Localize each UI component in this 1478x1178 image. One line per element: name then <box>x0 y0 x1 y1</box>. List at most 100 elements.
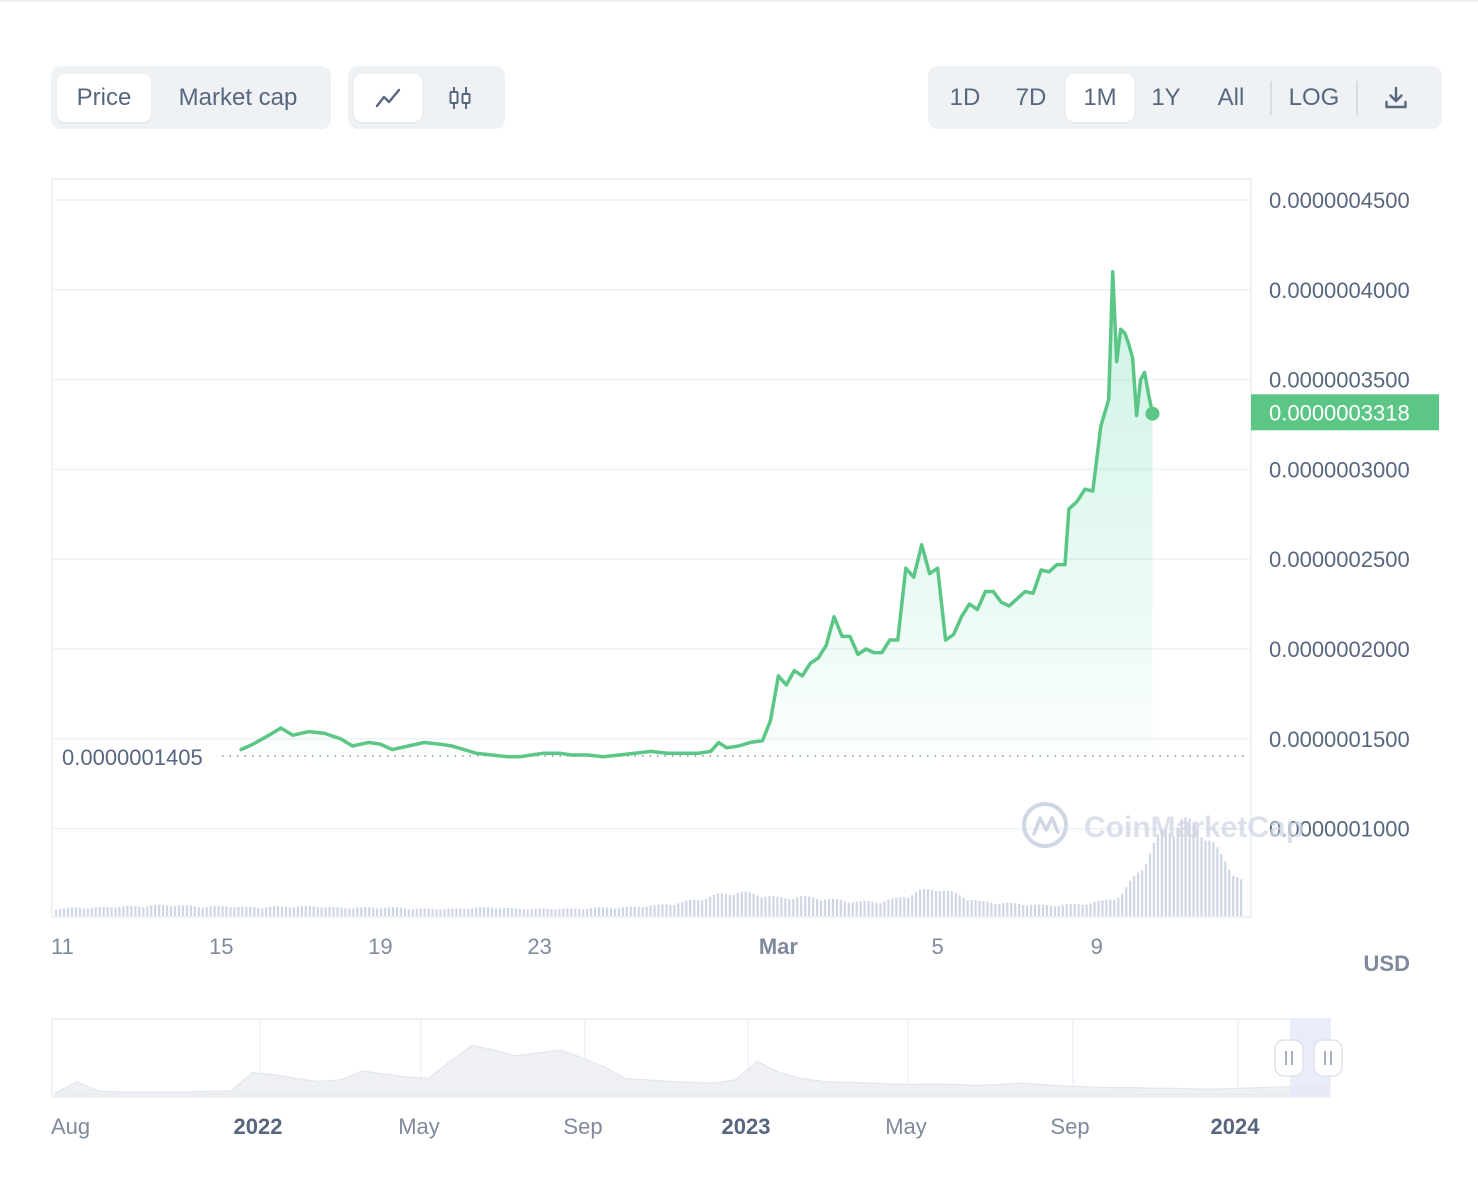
volume-bar <box>887 899 890 916</box>
volume-bar <box>1117 897 1120 916</box>
volume-bar <box>594 907 597 916</box>
volume-bar <box>835 899 838 916</box>
volume-bar <box>550 909 553 916</box>
volume-bar <box>1240 879 1243 916</box>
log-scale-button[interactable]: LOG <box>1288 83 1340 111</box>
volume-bar <box>368 907 371 916</box>
volume-bar <box>451 908 454 916</box>
current-price-marker: 0.0000003318 <box>1145 394 1439 431</box>
volume-bar <box>1125 886 1128 916</box>
volume-bar <box>1148 853 1152 916</box>
volume-bar <box>538 908 541 916</box>
navigator-label: 2022 <box>234 1114 283 1139</box>
range-1y-button[interactable]: 1Y <box>1151 83 1181 111</box>
volume-bar <box>518 908 521 916</box>
volume-bar <box>494 908 498 916</box>
volume-bar <box>427 908 430 916</box>
y-tick-label: 0.0000001500 <box>1269 727 1410 752</box>
volume-bar <box>332 906 335 916</box>
volume-bar <box>245 906 248 916</box>
volume-bar <box>1109 899 1112 916</box>
volume-bar <box>1212 842 1215 916</box>
volume-bar <box>1085 904 1088 916</box>
navigator-label: 2023 <box>722 1114 771 1139</box>
volume-bar <box>1093 902 1096 916</box>
volume-bar <box>566 908 569 916</box>
volume-bar <box>213 906 216 916</box>
volume-bar <box>483 907 486 916</box>
volume-bar <box>657 904 660 916</box>
volume-bar <box>804 896 807 916</box>
volume-bar <box>360 907 363 916</box>
range-1d-button[interactable]: 1D <box>949 83 981 111</box>
time-range-toggle: 1D 7D 1M 1Y All LOG <box>928 66 1442 129</box>
volume-bar <box>280 906 284 916</box>
candlestick-button[interactable] <box>422 74 499 122</box>
volume-bar <box>586 909 589 916</box>
navigator-left-handle[interactable] <box>1274 1039 1304 1077</box>
volume-bar <box>982 901 985 916</box>
y-tick-label: 0.0000002000 <box>1269 637 1410 662</box>
volume-bar <box>1208 840 1211 916</box>
volume-bar <box>177 905 181 916</box>
navigator-right-handle[interactable] <box>1313 1039 1343 1077</box>
volume-bar <box>1073 903 1076 916</box>
volume-bar <box>59 909 62 916</box>
volume-bar <box>990 902 993 916</box>
volume-bar <box>760 897 763 916</box>
volume-bar <box>1121 893 1124 916</box>
volume-bar <box>320 907 323 916</box>
volume-bar <box>808 896 811 916</box>
range-all-button[interactable]: All <box>1217 83 1245 111</box>
volume-bar <box>764 896 767 916</box>
volume-bar <box>558 909 561 916</box>
volume-bar <box>463 908 466 916</box>
volume-bar <box>1176 827 1179 916</box>
volume-bar <box>605 907 609 916</box>
volume-bar <box>526 909 529 916</box>
volume-bar <box>879 903 882 916</box>
start-price-label: 0.0000001405 <box>62 745 203 770</box>
line-chart-button[interactable] <box>354 73 422 122</box>
navigator-label: Sep <box>563 1114 602 1139</box>
volume-bar <box>98 906 101 916</box>
volume-bar <box>399 907 402 916</box>
volume-bar <box>633 906 636 916</box>
navigator-history-area <box>54 1044 1329 1096</box>
volume-bar <box>685 900 688 916</box>
y-tick-label: 0.0000003500 <box>1269 368 1410 393</box>
volume-bar <box>748 892 751 916</box>
top-divider <box>0 0 1478 2</box>
volume-bar <box>197 906 200 916</box>
range-1m-button[interactable]: 1M <box>1066 73 1134 122</box>
volume-bar <box>1232 876 1235 916</box>
volume-bar <box>1033 904 1037 916</box>
download-button[interactable] <box>1364 74 1428 122</box>
volume-bar <box>1113 899 1116 916</box>
volume-bar <box>1081 904 1084 916</box>
navigator-selected-range[interactable] <box>1290 1019 1330 1097</box>
current-price-label: 0.0000003318 <box>1269 400 1410 425</box>
range-7d-button[interactable]: 7D <box>1015 83 1047 111</box>
volume-bar <box>542 908 545 916</box>
volume-bar <box>479 907 482 916</box>
volume-bar <box>292 907 295 916</box>
volume-bar <box>229 907 232 916</box>
volume-bar <box>106 906 109 916</box>
volume-bar <box>364 907 367 916</box>
volume-bar <box>146 906 149 916</box>
volume-bar <box>705 898 708 916</box>
volume-bar <box>403 908 406 916</box>
volume-bar <box>514 908 517 916</box>
volume-bar <box>1045 905 1048 916</box>
volume-bar <box>1192 822 1195 916</box>
tab-market-cap[interactable]: Market cap <box>178 83 298 111</box>
volume-bar <box>1049 905 1052 916</box>
volume-bar <box>387 907 391 916</box>
volume-bar <box>233 907 236 916</box>
x-tick-label: 9 <box>1091 934 1103 959</box>
tab-price[interactable]: Price <box>57 73 151 122</box>
volume-bar <box>891 898 894 916</box>
